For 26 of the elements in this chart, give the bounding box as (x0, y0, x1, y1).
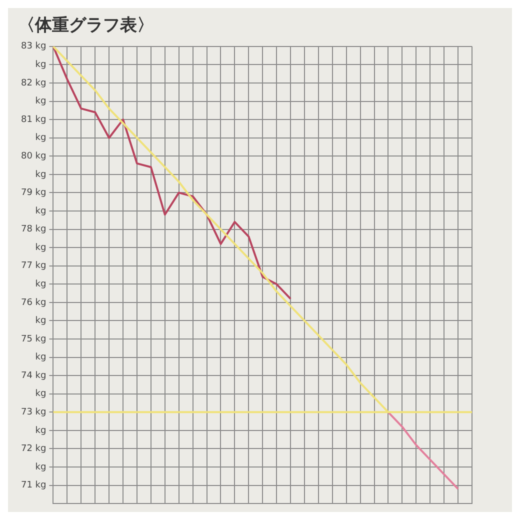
chart-title: 〈体重グラフ表〉 (18, 16, 154, 36)
y-tick-label: kg (35, 279, 46, 290)
y-tick-label: 79 kg (20, 188, 46, 198)
y-tick-label: 78 kg (20, 224, 46, 235)
y-tick-label: 80 kg (20, 151, 46, 162)
y-tick-label: 72 kg (20, 444, 46, 454)
y-tick-label: 71 kg (20, 480, 46, 491)
y-tick-label: 73 kg (20, 408, 46, 418)
y-tick-label: kg (35, 206, 46, 216)
y-tick-label: kg (35, 170, 46, 180)
y-tick-label: 74 kg (20, 370, 46, 381)
y-tick-label: 82 kg (20, 78, 46, 88)
y-tick-label: kg (35, 60, 46, 70)
y-tick-label: 77 kg (20, 261, 46, 272)
y-tick-label: kg (35, 389, 46, 400)
y-tick-label: kg (35, 352, 46, 363)
y-tick-label: kg (35, 426, 46, 436)
y-tick-label: 83 kg (20, 42, 46, 52)
y-tick-label: 75 kg (20, 334, 46, 344)
y-tick-label: kg (35, 96, 46, 107)
y-tick-label: kg (35, 133, 46, 144)
y-tick-label: 76 kg (20, 298, 46, 308)
y-tick-label: kg (35, 462, 46, 472)
y-tick-label: kg (35, 316, 46, 326)
y-tick-label: 81 kg (20, 114, 46, 125)
y-tick-label: kg (35, 242, 46, 253)
